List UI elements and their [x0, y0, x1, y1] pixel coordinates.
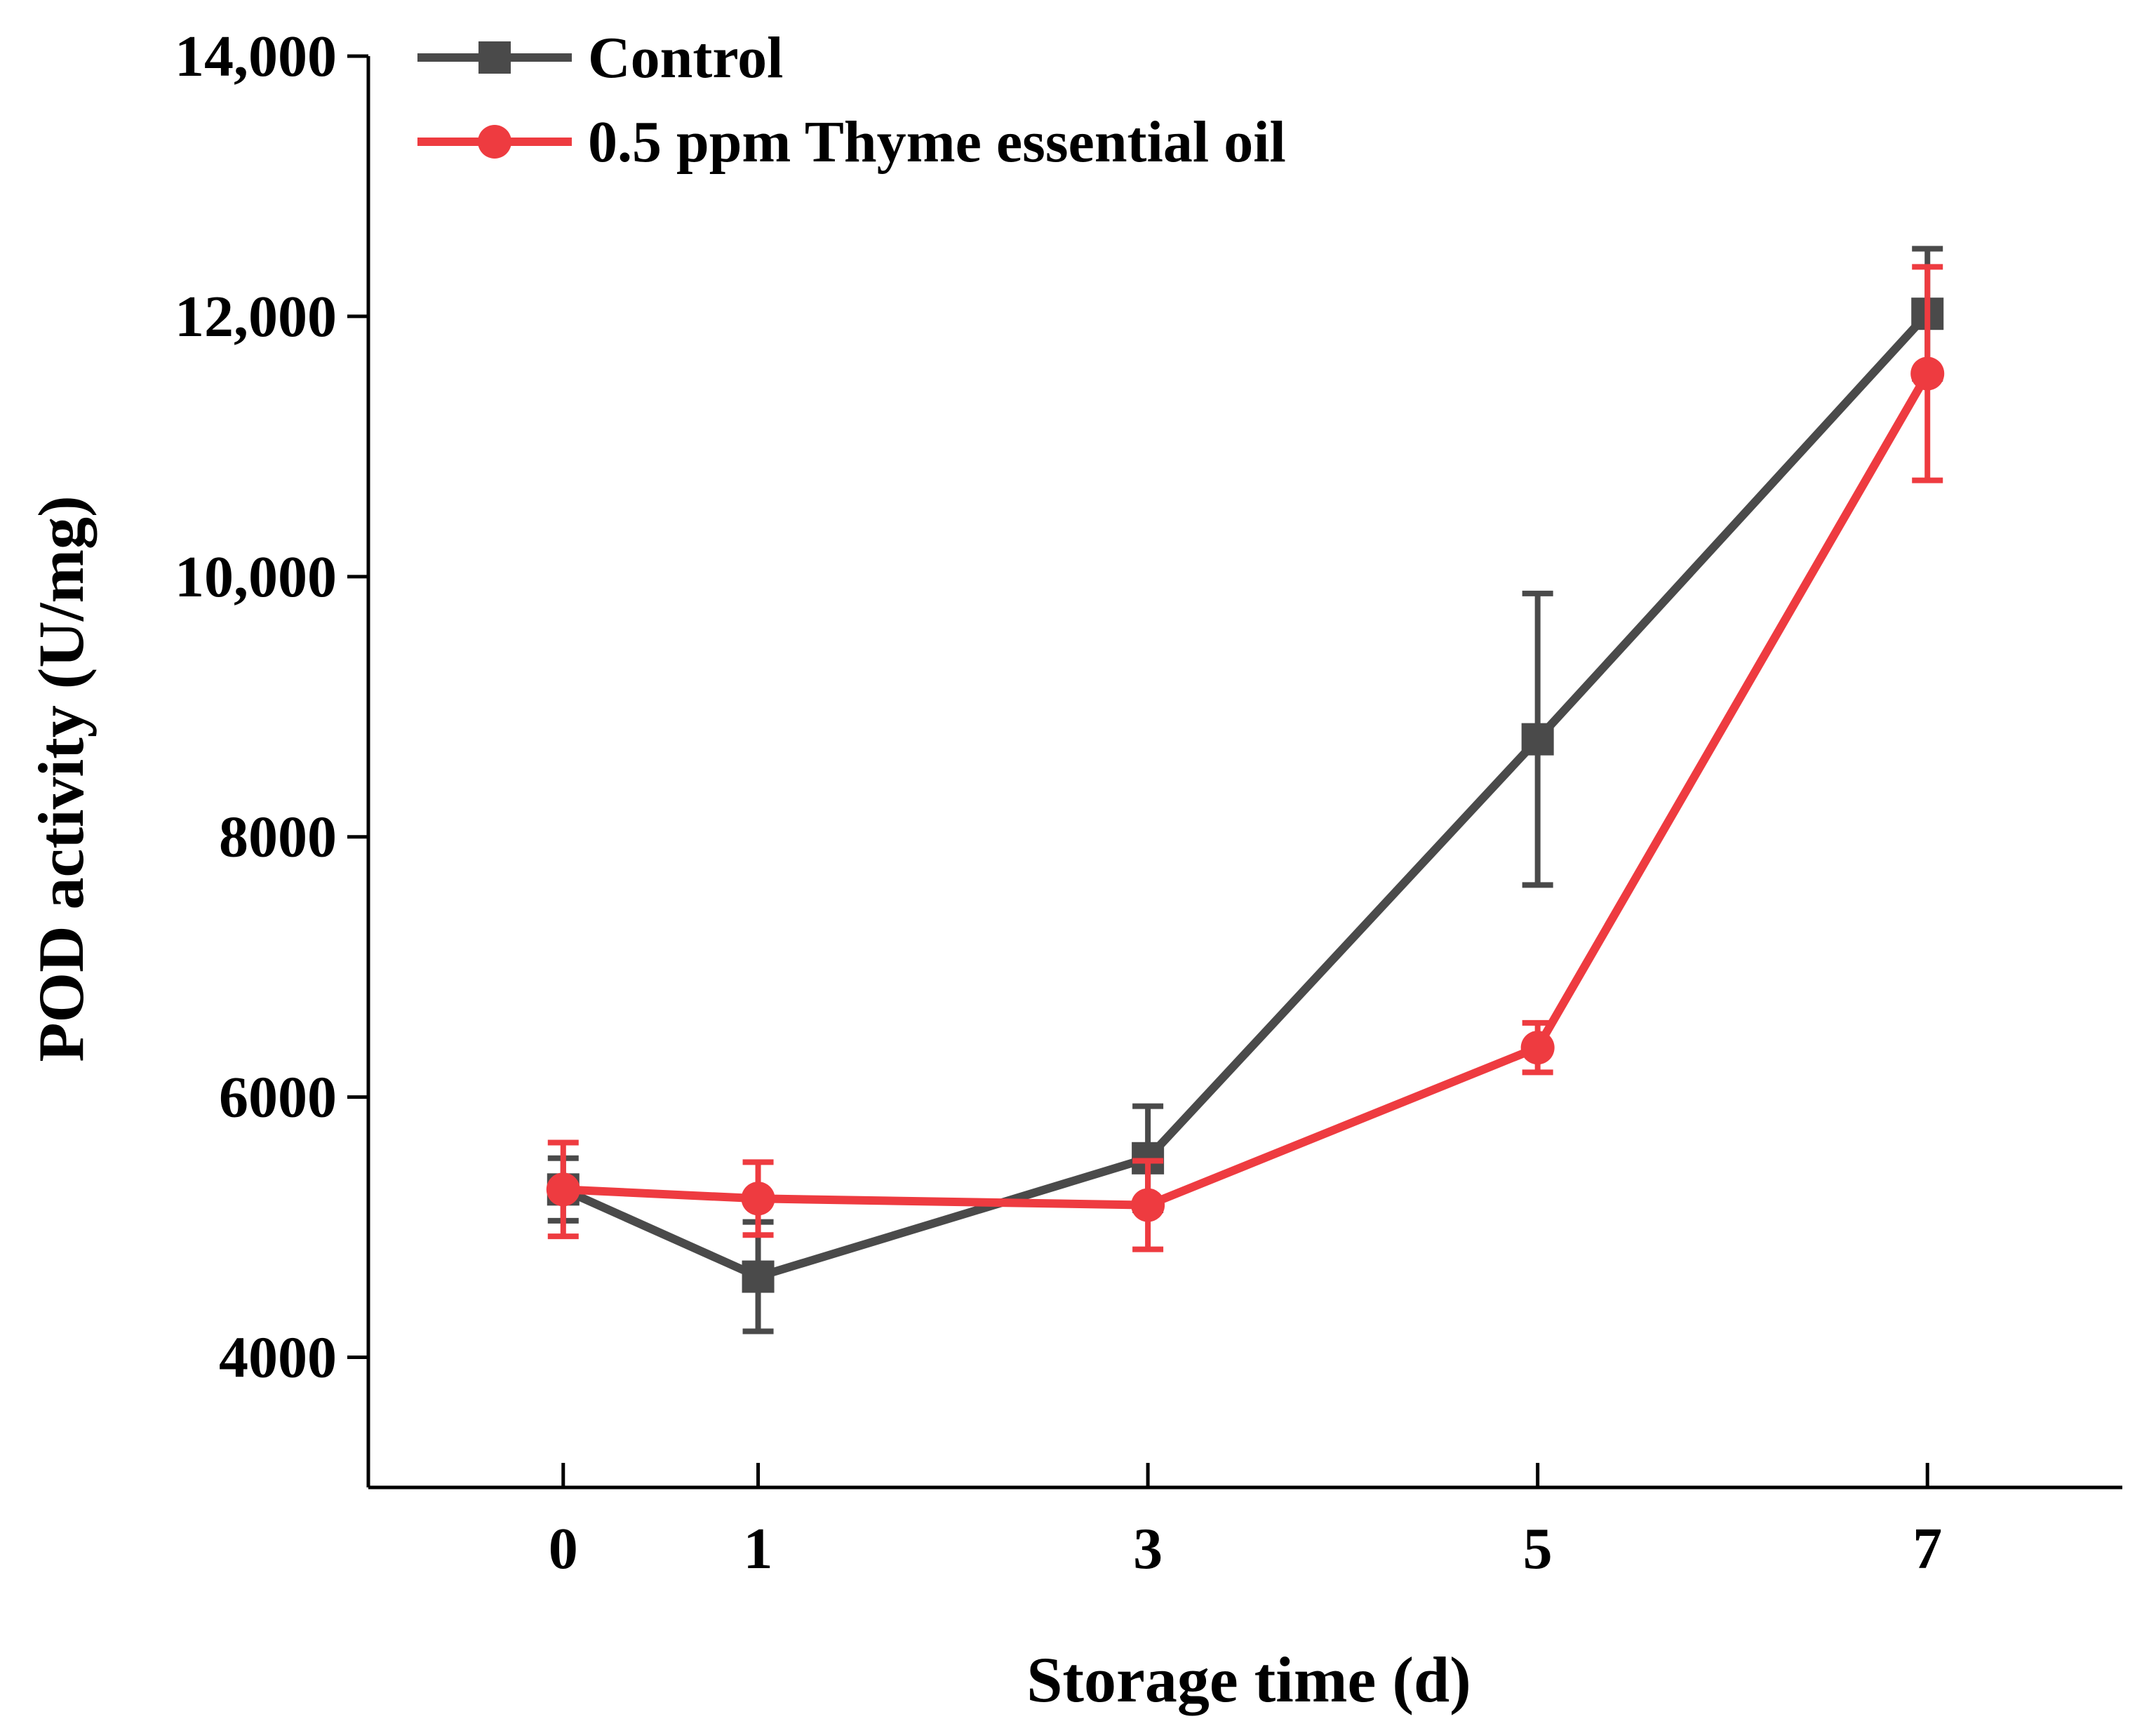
legend-marker [478, 41, 511, 74]
x-axis-title: Storage time (d) [1026, 1644, 1471, 1715]
x-tick-label: 0 [549, 1516, 578, 1581]
y-tick-label: 14,000 [175, 24, 337, 89]
data-point [1520, 1031, 1555, 1065]
y-tick-label: 10,000 [175, 544, 337, 610]
y-tick-label: 8000 [219, 805, 337, 870]
x-tick-label: 3 [1133, 1516, 1163, 1581]
data-point [546, 1172, 580, 1207]
data-point [741, 1182, 775, 1216]
y-tick-label: 12,000 [175, 284, 337, 349]
tick-labels: 4000 6000 8000 10,000 12,000 14,000 0 1 3 5 7 [175, 24, 1942, 1581]
data-point [1131, 1188, 1165, 1222]
legend-item-thyme-oil: 0.5 ppm Thyme essential oil [417, 109, 1286, 175]
series-line [561, 311, 1931, 1281]
legend: Control 0.5 ppm Thyme essential oil [417, 25, 1286, 175]
series-thyme-oil [546, 264, 1945, 1252]
legend-label: 0.5 ppm Thyme essential oil [588, 109, 1286, 175]
legend-label: Control [588, 25, 783, 91]
y-tick-label: 4000 [219, 1325, 337, 1391]
data-point [1521, 723, 1554, 756]
series [546, 246, 1945, 1334]
series-line [563, 371, 1931, 1210]
y-tick-label: 6000 [219, 1065, 337, 1130]
x-tick-label: 7 [1913, 1516, 1942, 1581]
legend-item-control: Control [417, 25, 783, 91]
data-point [1910, 356, 1945, 391]
y-axis-title: POD activity (U/mg) [25, 495, 97, 1062]
legend-marker [478, 125, 511, 159]
x-tick-label: 5 [1523, 1516, 1553, 1581]
axes [347, 54, 2122, 1490]
x-tick-label: 1 [744, 1516, 773, 1581]
data-point [742, 1260, 775, 1293]
